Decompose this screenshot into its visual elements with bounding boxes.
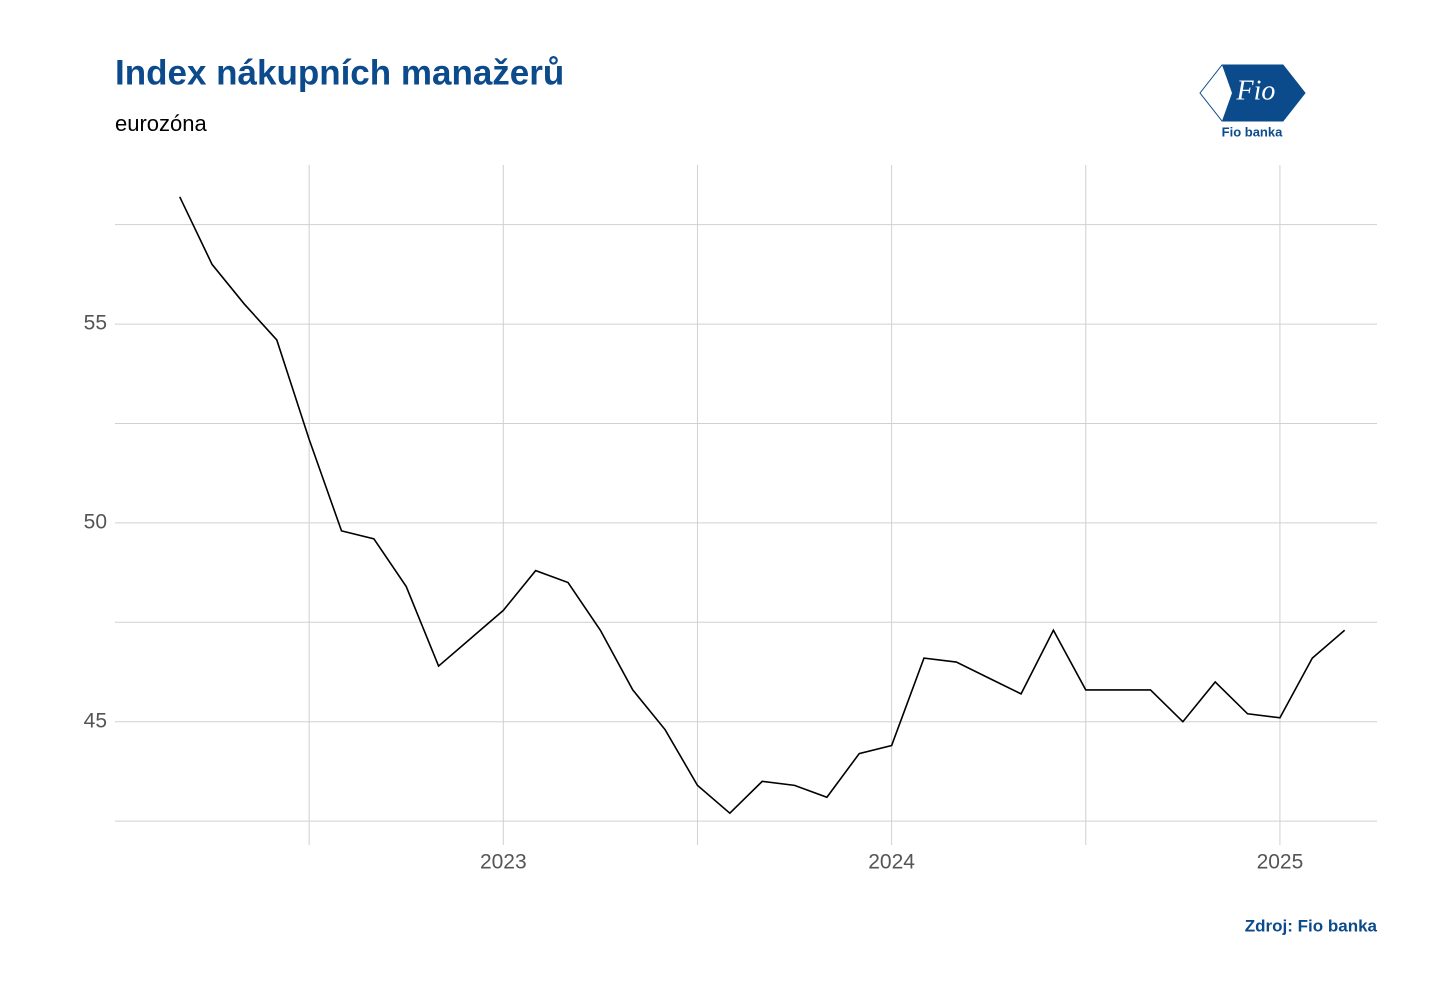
logo-flag	[1222, 65, 1305, 121]
x-tick-label: 2025	[1257, 851, 1304, 874]
chart-title: Index nákupních manažerů	[115, 53, 564, 92]
x-tick-label: 2024	[868, 851, 915, 874]
x-tick-label: 2023	[480, 851, 527, 874]
chart-subtitle: eurozóna	[115, 111, 208, 136]
source: Zdroj: Fio banka	[1245, 916, 1378, 935]
line	[178, 196, 1346, 815]
y-tick-label: 50	[84, 510, 107, 533]
y-tick-label: 55	[84, 312, 107, 335]
y-tick-label: 45	[84, 709, 107, 732]
logo: Fio Fio banka	[1199, 64, 1306, 139]
logo-name: Fio banka	[1222, 124, 1283, 139]
logo-mark: Fio	[1236, 75, 1276, 106]
